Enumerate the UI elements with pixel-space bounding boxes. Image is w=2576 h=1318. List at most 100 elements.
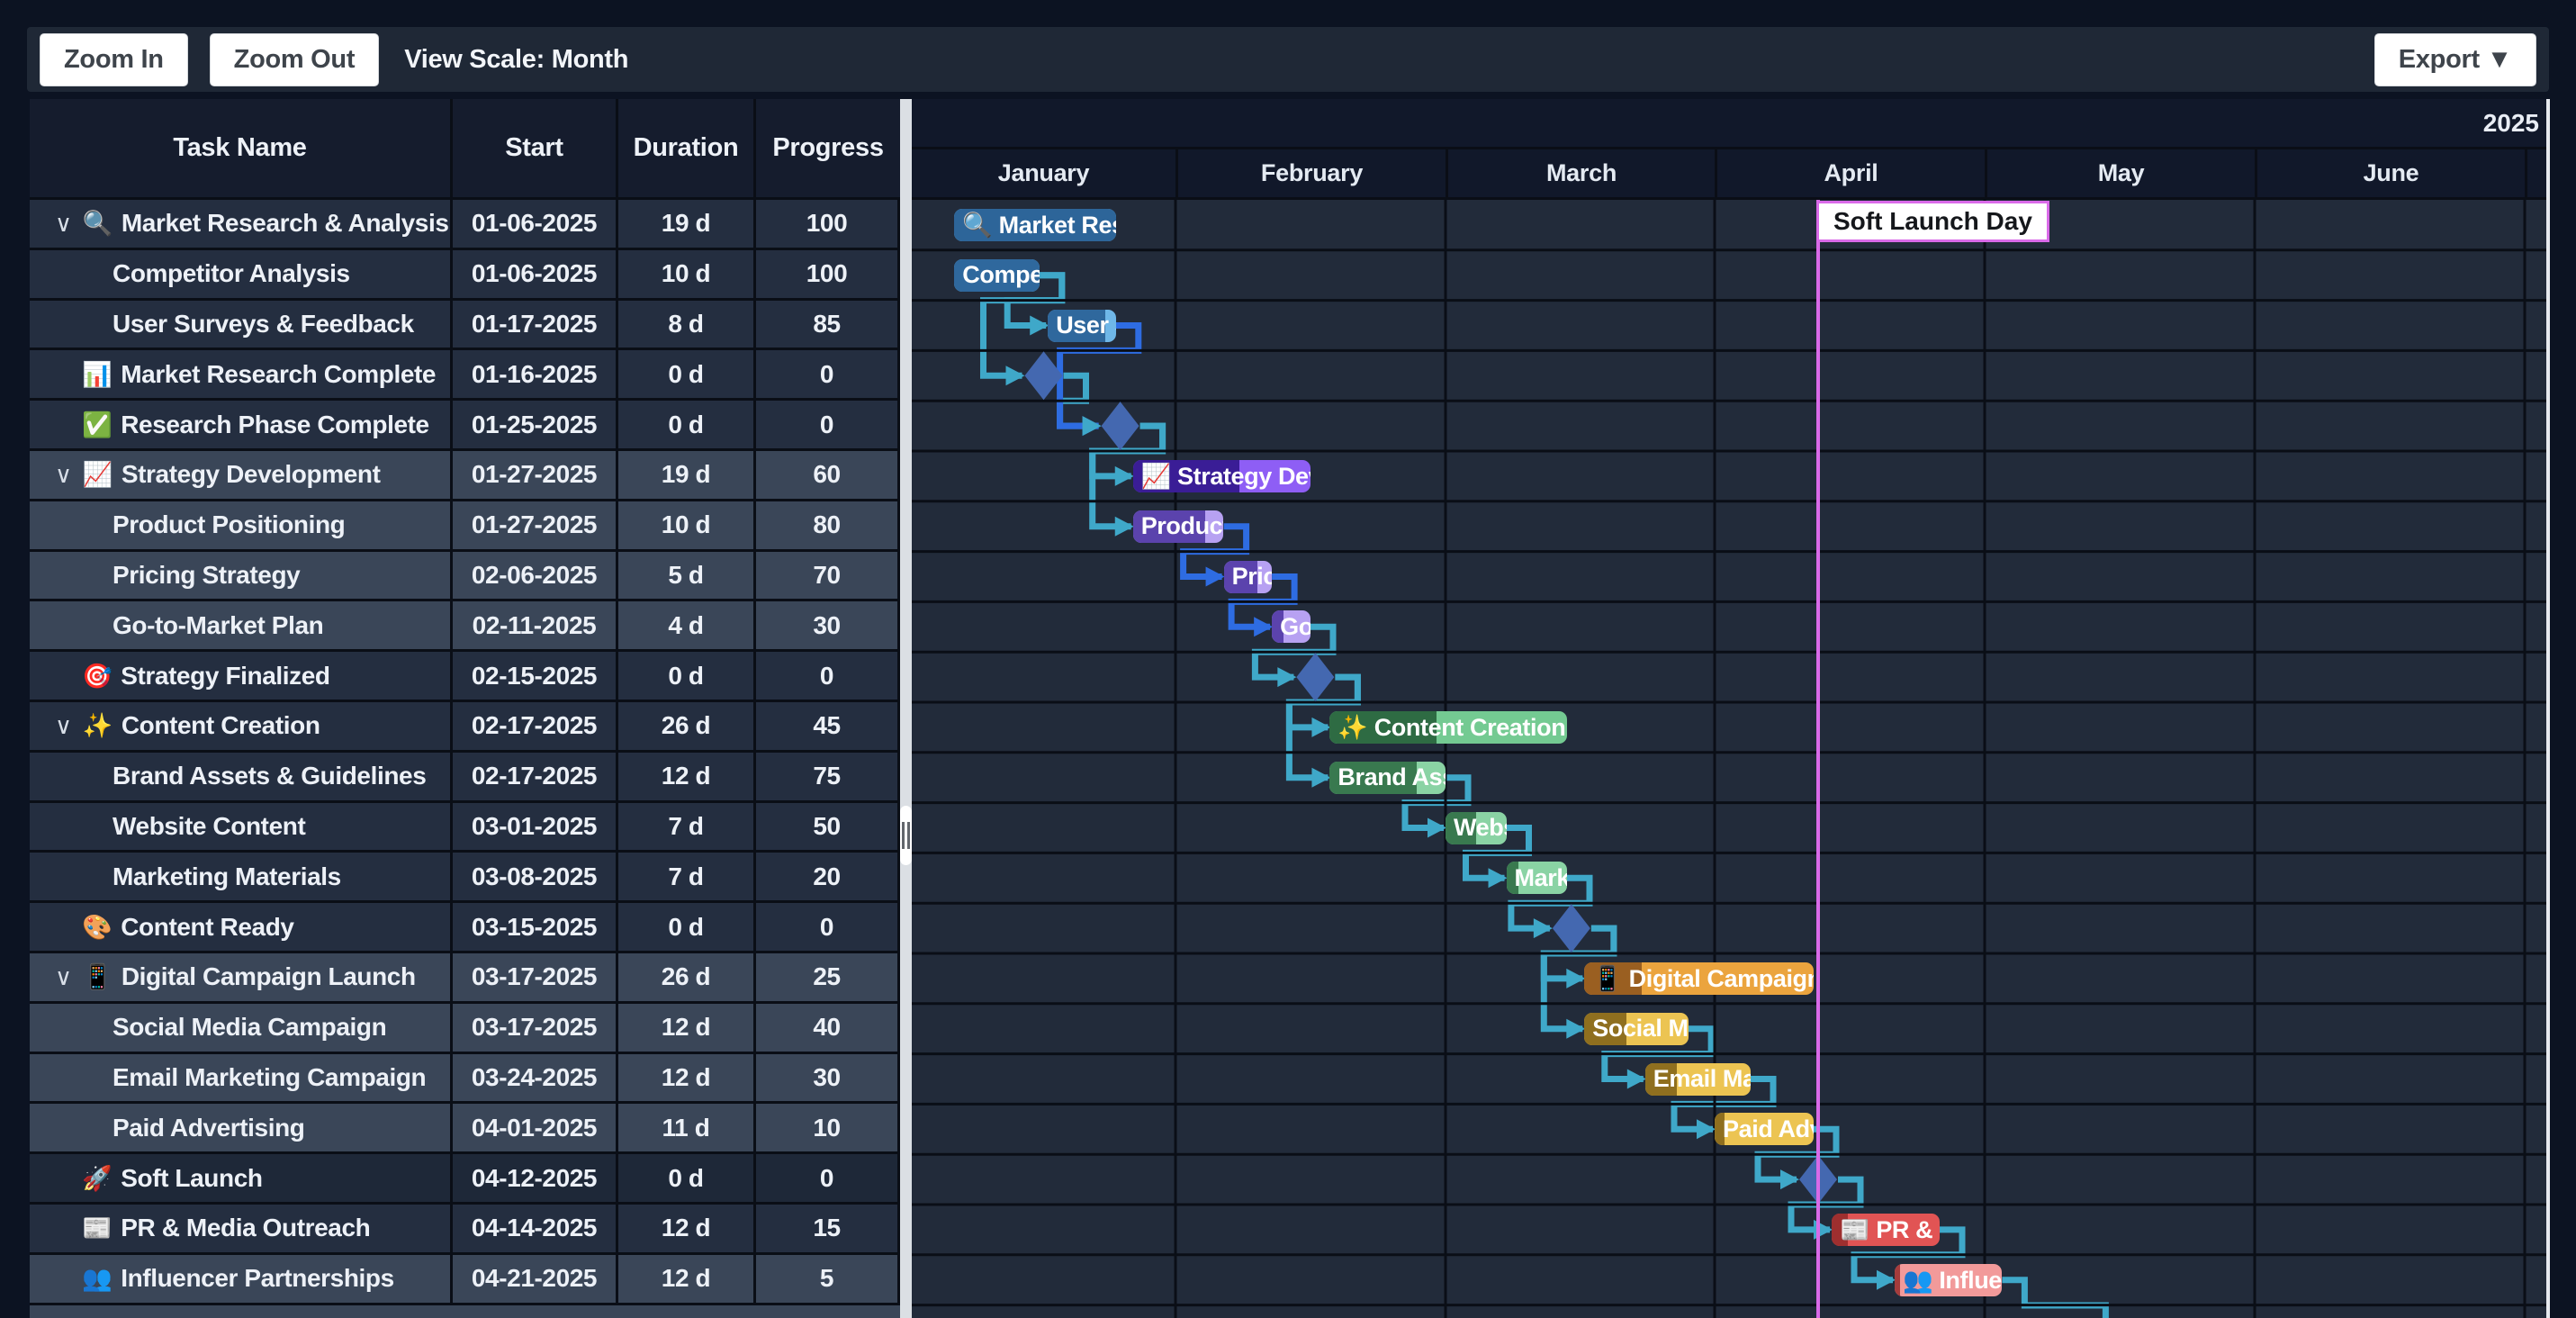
start-date-cell: 01-17-2025 <box>453 300 618 348</box>
gantt-bar-progress <box>1506 862 1518 895</box>
view-scale-label: View Scale: Month <box>404 44 629 74</box>
table-row[interactable]: Website Content 03-01-2025 7 d 50 <box>30 802 900 853</box>
gantt-bar[interactable]: Social Media Campaign <box>1584 1012 1689 1045</box>
chevron-down-icon[interactable]: ∨ <box>55 711 72 739</box>
timeline-year-label: 2025 <box>912 99 2546 149</box>
gantt-bar[interactable]: Paid Advertising <box>1715 1113 1814 1146</box>
connector-arrow-icon <box>1566 1018 1586 1039</box>
table-row[interactable]: Product Positioning 01-27-2025 10 d 80 <box>30 501 900 552</box>
milestone-diamond[interactable] <box>1024 351 1063 401</box>
duration-cell: 19 d <box>618 450 756 499</box>
month-header-april: April <box>1715 149 1985 197</box>
zoom-out-button[interactable]: Zoom Out <box>209 32 380 86</box>
connector-arrow-icon <box>1488 868 1508 889</box>
duration-cell: 11 d <box>618 1104 756 1152</box>
table-row[interactable]: 📰 PR & Media Outreach 04-14-2025 12 d 15 <box>30 1204 900 1255</box>
progress-cell: 25 <box>756 952 900 1001</box>
gantt-bar-progress <box>1132 510 1206 543</box>
gantt-bar[interactable]: Marketing Materials <box>1506 862 1567 895</box>
panel-splitter[interactable] <box>900 99 912 1318</box>
gantt-bar-label: ✨ Content Creation <box>1338 714 1566 741</box>
gantt-bar-label: Pricing Strategy <box>1231 563 1273 591</box>
task-name-label: Influencer Partnerships <box>121 1264 394 1293</box>
gantt-bar[interactable]: 📰 PR & Media Outreach <box>1832 1214 1940 1246</box>
start-date-cell: 01-27-2025 <box>453 501 618 549</box>
gantt-bar[interactable]: Competitor Analysis <box>954 258 1040 292</box>
month-header-march: March <box>1446 149 1715 197</box>
gantt-bar[interactable]: Website Content <box>1446 811 1507 844</box>
milestone-diamond[interactable] <box>1296 653 1335 702</box>
timeline-month-row: January February March April May June <box>912 149 2546 200</box>
duration-cell: 7 d <box>618 853 756 901</box>
table-row[interactable]: ∨ ✨ Content Creation 02-17-2025 26 d 45 <box>30 701 900 753</box>
task-emoji-icon: 👥 <box>82 1265 113 1293</box>
task-name-label: Strategy Finalized <box>121 661 330 690</box>
gantt-chart: 2025 January February March April May June 🔍 … <box>912 99 2546 1318</box>
gantt-bar-progress <box>1895 1263 1900 1296</box>
gantt-bar[interactable]: User Surveys & Feedback <box>1048 309 1116 342</box>
table-row[interactable]: Email Marketing Campaign 03-24-2025 12 d 30 <box>30 1053 900 1105</box>
gantt-bar[interactable]: 📱 Digital Campaign Launch <box>1584 962 1814 995</box>
month-header-overflow <box>2525 149 2546 197</box>
task-name-label: Market Research & Analysis <box>121 209 449 238</box>
duration-cell: 26 d <box>618 952 756 1001</box>
table-row[interactable]: Paid Advertising 04-01-2025 11 d 10 <box>30 1104 900 1155</box>
gantt-bar[interactable]: 🔍 Market Research & Analysis <box>954 209 1116 241</box>
gantt-bar[interactable]: 👥 Influencer Partnerships <box>1895 1263 2003 1296</box>
chevron-down-icon[interactable]: ∨ <box>55 460 72 488</box>
table-row[interactable]: Go-to-Market Plan 02-11-2025 4 d 30 <box>30 601 900 653</box>
progress-cell: 5 <box>756 1254 900 1303</box>
gantt-bar[interactable]: Pricing Strategy <box>1223 560 1273 593</box>
table-row[interactable]: User Surveys & Feedback 01-17-2025 8 d 85 <box>30 300 900 351</box>
start-date-cell: 04-21-2025 <box>453 1254 618 1303</box>
table-row[interactable]: Pricing Strategy 02-06-2025 5 d 70 <box>30 551 900 602</box>
chevron-down-icon[interactable]: ∨ <box>55 209 72 237</box>
task-name-label: Research Phase Complete <box>121 410 429 438</box>
task-name-cell: Product Positioning <box>30 501 453 549</box>
duration-cell: 10 d <box>618 249 756 298</box>
milestone-diamond[interactable] <box>1101 402 1139 451</box>
gantt-bar-progress <box>1329 711 1437 744</box>
gantt-bar[interactable]: Product Positioning <box>1132 510 1224 543</box>
task-name-cell: ∨ 📱 Digital Campaign Launch <box>30 952 453 1001</box>
task-name-cell: ✅ Research Phase Complete <box>30 401 453 448</box>
table-row[interactable]: ∨ 📈 Strategy Development 01-27-2025 19 d 60 <box>30 450 900 501</box>
table-row[interactable]: Marketing Materials 03-08-2025 7 d 20 <box>30 853 900 904</box>
duration-cell: 0 d <box>618 903 756 951</box>
soft-launch-marker-line <box>1816 200 1820 1318</box>
splitter-handle-icon[interactable] <box>900 806 912 866</box>
gantt-bar[interactable]: Go-to-Market Plan <box>1272 610 1311 644</box>
gantt-bar[interactable]: 📈 Strategy Development <box>1132 460 1311 492</box>
gantt-bar[interactable]: Brand Assets & Guidelines <box>1329 761 1446 794</box>
table-row[interactable]: ∨ 🔍 Market Research & Analysis 01-06-2025 19… <box>30 200 900 250</box>
start-date-cell: 04-12-2025 <box>453 1154 618 1202</box>
start-date-cell: 03-08-2025 <box>453 853 618 901</box>
start-date-cell: 02-17-2025 <box>453 701 618 750</box>
progress-cell: 30 <box>756 601 900 650</box>
task-name-cell: User Surveys & Feedback <box>30 300 453 348</box>
month-header-january: January <box>997 159 1090 186</box>
milestone-diamond[interactable] <box>1552 904 1590 953</box>
task-name-label: Email Marketing Campaign <box>113 1062 427 1091</box>
export-button[interactable]: Export ▼ <box>2373 32 2536 86</box>
progress-cell: 0 <box>756 1154 900 1202</box>
task-name-cell: Email Marketing Campaign <box>30 1053 453 1102</box>
table-row[interactable]: Competitor Analysis 01-06-2025 10 d 100 <box>30 249 900 301</box>
task-emoji-icon: 📈 <box>82 461 113 489</box>
table-row[interactable]: Social Media Campaign 03-17-2025 12 d 40 <box>30 1003 900 1054</box>
gantt-bar[interactable]: ✨ Content Creation <box>1329 711 1567 744</box>
start-date-cell: 03-01-2025 <box>453 802 618 851</box>
task-name-cell: 📊 Market Research Complete <box>30 350 453 399</box>
gantt-bar-label: Paid Advertising <box>1723 1115 1814 1142</box>
zoom-in-button[interactable]: Zoom In <box>40 32 188 86</box>
gantt-bar[interactable]: Email Marketing Campaign <box>1644 1062 1751 1096</box>
chevron-down-icon[interactable]: ∨ <box>55 962 72 990</box>
